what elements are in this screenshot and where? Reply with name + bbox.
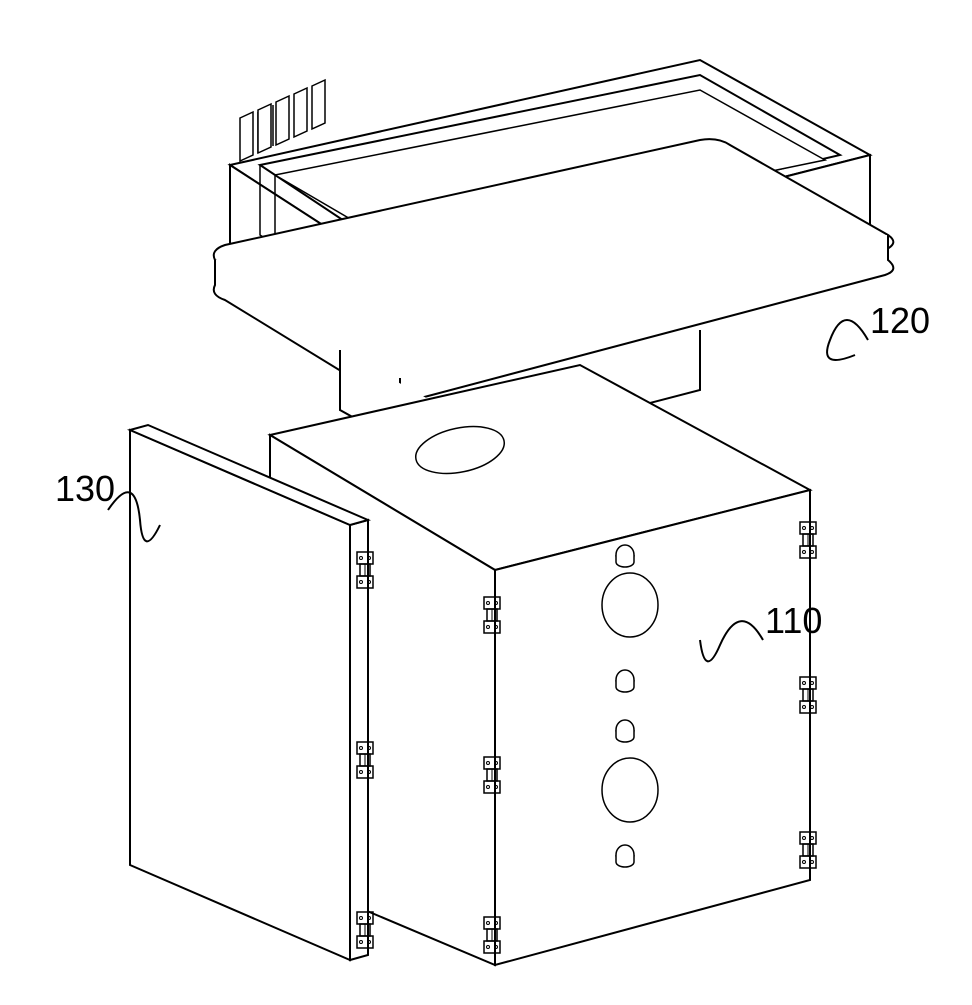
label-130: 130: [55, 468, 115, 510]
label-110: 110: [765, 600, 822, 642]
isometric-drawing: [0, 0, 972, 1000]
label-120: 120: [870, 300, 930, 342]
technical-diagram: 120 110 130: [0, 0, 972, 1000]
